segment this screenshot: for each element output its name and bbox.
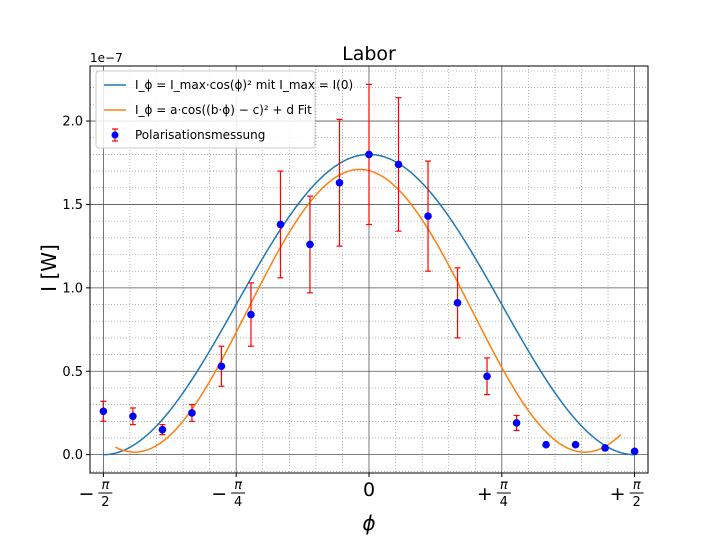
y-tick-label: 0.5 — [62, 365, 83, 380]
data-point — [512, 419, 521, 427]
data-point — [276, 220, 285, 229]
x-tick-denominator: 2 — [101, 495, 109, 510]
y-axis-label: I [W] — [37, 244, 61, 292]
legend-label-fit: I_ϕ = a·cos((b·ϕ) − c)² + d Fit — [135, 103, 312, 117]
data-point — [630, 447, 639, 456]
x-tick-numerator: π — [500, 478, 508, 493]
x-tick-text: 0 — [363, 479, 375, 501]
x-tick-denominator: 2 — [632, 495, 640, 510]
data-point — [158, 425, 167, 434]
x-axis-label: ϕ — [362, 511, 375, 535]
y-tick-label: 1.5 — [62, 198, 83, 213]
data-point — [129, 412, 137, 421]
data-point — [542, 440, 550, 449]
x-tick-label: − π 2 — [78, 478, 113, 510]
data-points — [99, 150, 639, 456]
x-tick-label: + π 4 — [477, 478, 511, 510]
x-tick-numerator: π — [101, 478, 109, 493]
data-point — [394, 160, 403, 169]
data-point — [188, 409, 196, 417]
legend-label-measurement: Polarisationsmessung — [135, 128, 265, 142]
data-point — [247, 310, 255, 319]
data-point — [424, 212, 432, 220]
legend: I_ϕ = I_max·cos(ϕ)² mit I_max = I(0) I_ϕ… — [95, 70, 353, 149]
data-point — [365, 150, 373, 159]
x-axis-ticks: − π2− π40 + π4 + π2 — [78, 473, 644, 510]
data-point — [453, 299, 462, 307]
data-point — [601, 444, 609, 452]
series-line-fit — [115, 168, 622, 453]
x-tick-sign: − — [211, 483, 227, 505]
chart-title: Labor — [342, 43, 396, 65]
x-tick-label: 0 — [363, 479, 375, 501]
data-point — [483, 372, 491, 381]
data-point — [99, 407, 108, 416]
y-tick-label: 2.0 — [62, 115, 83, 130]
x-tick-denominator: 4 — [500, 495, 508, 510]
legend-swatch-point — [111, 131, 119, 139]
data-point — [306, 240, 314, 249]
data-point — [335, 178, 344, 187]
x-tick-numerator: π — [234, 478, 242, 493]
x-tick-denominator: 4 — [234, 495, 242, 510]
x-tick-sign: + — [610, 483, 626, 505]
legend-box — [95, 70, 316, 149]
x-tick-label: − π 4 — [211, 478, 246, 510]
x-tick-label: + π 2 — [610, 478, 644, 510]
data-point — [571, 440, 580, 449]
y-tick-label: 0.0 — [62, 448, 83, 463]
x-tick-sign: − — [78, 483, 94, 505]
data-point — [217, 362, 226, 371]
x-tick-numerator: π — [633, 478, 641, 493]
x-tick-sign: + — [477, 483, 493, 505]
legend-label-model: I_ϕ = I_max·cos(ϕ)² mit I_max = I(0) — [135, 78, 353, 92]
y-tick-label: 1.0 — [62, 281, 83, 296]
y-axis-ticks: 0.0 0.5 1.0 1.5 2.0 — [62, 115, 90, 463]
y-scale-label: 1e−7 — [90, 51, 123, 65]
